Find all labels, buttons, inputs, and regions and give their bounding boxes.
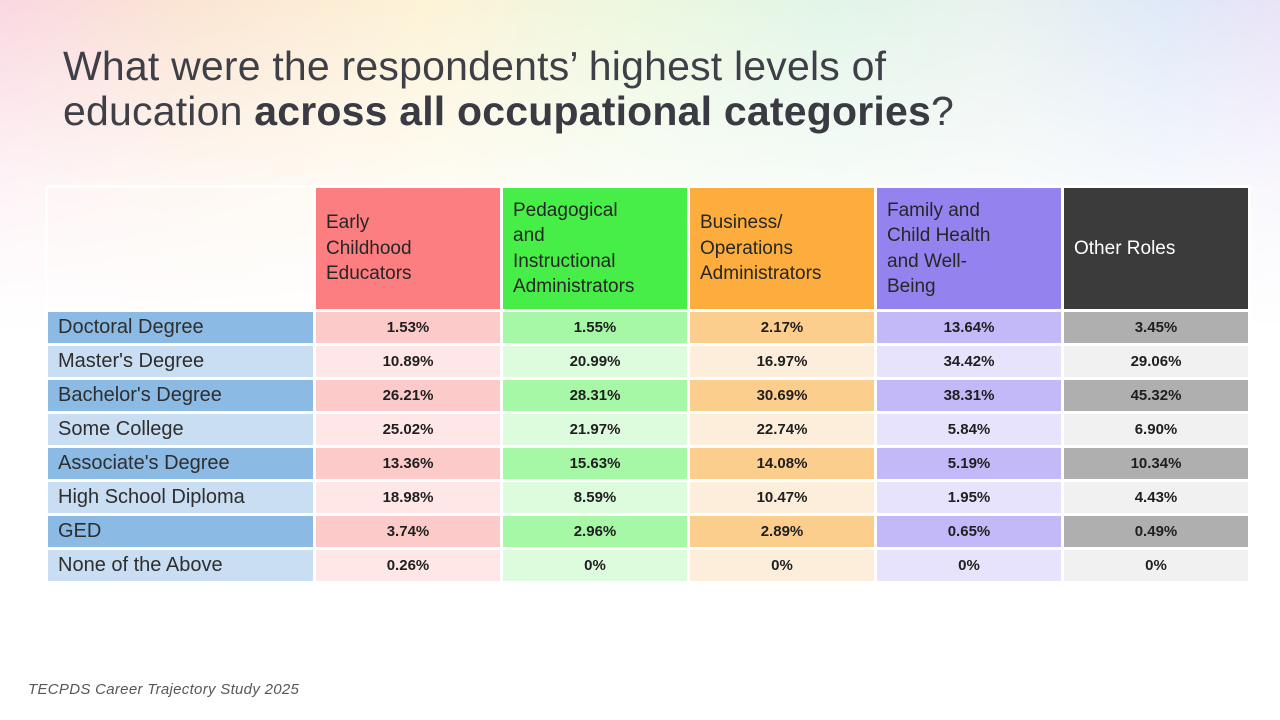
cell-value: 2.89% — [687, 513, 877, 550]
row-label-some-college: Some College — [45, 411, 316, 448]
cell-value: 1.95% — [874, 479, 1064, 516]
cell-value: 18.98% — [313, 479, 503, 516]
table-row: Master's Degree 10.89% 20.99% 16.97% 34.… — [45, 343, 1251, 380]
cell-value: 13.64% — [874, 309, 1064, 346]
cell-value: 2.17% — [687, 309, 877, 346]
cell-value: 0% — [687, 547, 877, 584]
cell-value: 16.97% — [687, 343, 877, 380]
table-row: Bachelor's Degree 26.21% 28.31% 30.69% 3… — [45, 377, 1251, 414]
cell-value: 2.96% — [500, 513, 690, 550]
cell-value: 1.55% — [500, 309, 690, 346]
cell-value: 13.36% — [313, 445, 503, 482]
table-row: GED 3.74% 2.96% 2.89% 0.65% 0.49% — [45, 513, 1251, 550]
cell-value: 0% — [874, 547, 1064, 584]
table-row: Some College 25.02% 21.97% 22.74% 5.84% … — [45, 411, 1251, 448]
column-header-other-roles: Other Roles — [1061, 185, 1251, 312]
cell-value: 3.74% — [313, 513, 503, 550]
cell-value: 3.45% — [1061, 309, 1251, 346]
slide-title-emphasis: across all occupational categories — [254, 88, 931, 135]
cell-value: 0.65% — [874, 513, 1064, 550]
row-label-ged: GED — [45, 513, 316, 550]
cell-value: 5.84% — [874, 411, 1064, 448]
cell-value: 0.49% — [1061, 513, 1251, 550]
cell-value: 34.42% — [874, 343, 1064, 380]
slide-title-line2-regular: education — [63, 88, 255, 135]
cell-value: 4.43% — [1061, 479, 1251, 516]
table-row: High School Diploma 18.98% 8.59% 10.47% … — [45, 479, 1251, 516]
column-header-business-operations-administrators: Business/ Operations Administrators — [687, 185, 877, 312]
slide-title-line1: What were the respondents’ highest level… — [63, 43, 887, 89]
cell-value: 0% — [500, 547, 690, 584]
row-label-associates-degree: Associate's Degree — [45, 445, 316, 482]
row-label-masters-degree: Master's Degree — [45, 343, 316, 380]
table-header-row: Early Childhood Educators Pedagogical an… — [45, 185, 1251, 312]
corner-cell — [45, 185, 316, 312]
row-label-doctoral-degree: Doctoral Degree — [45, 309, 316, 346]
education-by-occupation-table: Early Childhood Educators Pedagogical an… — [45, 185, 1251, 584]
column-header-early-childhood-educators: Early Childhood Educators — [313, 185, 503, 312]
cell-value: 14.08% — [687, 445, 877, 482]
cell-value: 0.26% — [313, 547, 503, 584]
cell-value: 25.02% — [313, 411, 503, 448]
row-label-bachelors-degree: Bachelor's Degree — [45, 377, 316, 414]
table-row: Associate's Degree 13.36% 15.63% 14.08% … — [45, 445, 1251, 482]
cell-value: 6.90% — [1061, 411, 1251, 448]
cell-value: 26.21% — [313, 377, 503, 414]
cell-value: 8.59% — [500, 479, 690, 516]
column-header-pedagogical-instructional-administrators: Pedagogical and Instructional Administra… — [500, 185, 690, 312]
slide-title: What were the respondents’ highest level… — [63, 43, 1183, 135]
slide-title-question-mark: ? — [930, 88, 954, 135]
table-row: Doctoral Degree 1.53% 1.55% 2.17% 13.64%… — [45, 309, 1251, 346]
cell-value: 0% — [1061, 547, 1251, 584]
cell-value: 10.47% — [687, 479, 877, 516]
row-label-high-school-diploma: High School Diploma — [45, 479, 316, 516]
table-row: None of the Above 0.26% 0% 0% 0% 0% — [45, 547, 1251, 584]
cell-value: 38.31% — [874, 377, 1064, 414]
cell-value: 28.31% — [500, 377, 690, 414]
cell-value: 10.89% — [313, 343, 503, 380]
cell-value: 1.53% — [313, 309, 503, 346]
cell-value: 29.06% — [1061, 343, 1251, 380]
cell-value: 15.63% — [500, 445, 690, 482]
cell-value: 5.19% — [874, 445, 1064, 482]
cell-value: 20.99% — [500, 343, 690, 380]
cell-value: 45.32% — [1061, 377, 1251, 414]
cell-value: 22.74% — [687, 411, 877, 448]
cell-value: 21.97% — [500, 411, 690, 448]
cell-value: 10.34% — [1061, 445, 1251, 482]
source-footnote: TECPDS Career Trajectory Study 2025 — [28, 681, 300, 698]
column-header-family-child-health-wellbeing: Family and Child Health and Well- Being — [874, 185, 1064, 312]
cell-value: 30.69% — [687, 377, 877, 414]
row-label-none-of-the-above: None of the Above — [45, 547, 316, 584]
